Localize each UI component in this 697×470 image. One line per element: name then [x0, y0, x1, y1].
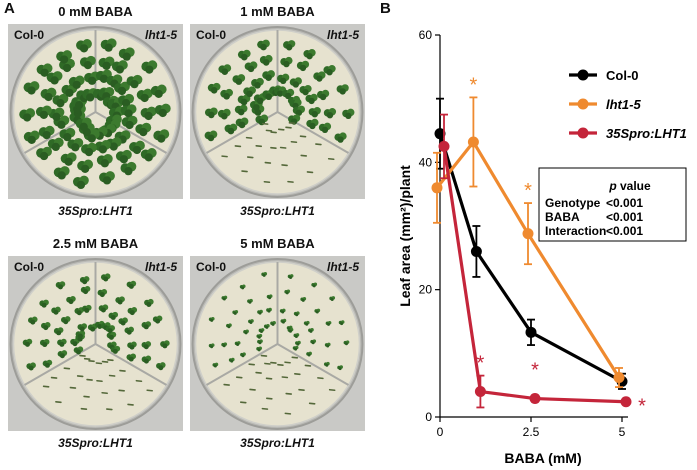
genotype-label-35spro: 35Spro:LHT1: [240, 436, 315, 450]
data-point: [438, 140, 450, 152]
data-point: [616, 375, 628, 387]
x-axis-label: BABA (mM): [504, 450, 581, 466]
legend-label: 35Spro:LHT1: [606, 126, 687, 141]
legend-item: 35Spro:LHT1: [569, 126, 687, 141]
legend-swatch-marker: [577, 98, 589, 110]
legend-swatch-marker: [577, 69, 589, 81]
panel-b-letter: B: [380, 0, 391, 17]
series-line: [435, 140, 621, 379]
data-point: [474, 386, 486, 398]
data-point: [529, 393, 541, 405]
genotype-label-35spro: 35Spro:LHT1: [58, 204, 133, 218]
significance-asterisk: *: [638, 396, 646, 418]
plate-0mm: 0 mM BABA Col-0 lht1-5 35Spro:LHT1: [8, 4, 183, 224]
genotype-label-col0: Col-0: [196, 260, 226, 274]
data-point: [470, 245, 482, 257]
petri-dish-photo: [8, 24, 183, 199]
genotype-label-col0: Col-0: [14, 28, 44, 42]
genotype-label-lht1-5: lht1-5: [144, 28, 177, 42]
genotype-label-lht1-5: lht1-5: [326, 28, 359, 42]
y-axis-label: Leaf area (mm²)/plant: [397, 165, 413, 307]
petri-dish-photo: [190, 256, 365, 431]
data-point: [467, 136, 479, 148]
legend-label: lht1-5: [606, 97, 641, 112]
plate-title: 2.5 mM BABA: [52, 236, 139, 251]
stats-term-interaction: Interaction: [545, 224, 606, 238]
legend-swatch-marker: [577, 127, 589, 139]
plate-2-5mm: 2.5 mM BABA Col-0 lht1-5 35Spro:LHT1: [8, 236, 183, 456]
series-lht1-5: **: [431, 74, 625, 388]
plate-title: 5 mM BABA: [240, 236, 315, 251]
stats-table-box: [538, 167, 687, 242]
legend-item: Col-0: [569, 68, 639, 83]
genotype-label-col0: Col-0: [14, 260, 44, 274]
y-tick-label: 60: [419, 28, 433, 42]
stats-value-interaction: <0.001: [606, 224, 643, 238]
data-point: [525, 326, 537, 338]
significance-asterisk: *: [531, 360, 539, 382]
plate-title: 0 mM BABA: [58, 4, 133, 19]
data-point: [613, 372, 625, 384]
legend-item: lht1-5: [569, 97, 641, 112]
data-point: [522, 228, 534, 240]
plate-title: 1 mM BABA: [240, 4, 315, 19]
stats-term-genotype: Genotype: [545, 196, 601, 210]
stats-term-baba: BABA: [545, 210, 580, 224]
genotype-label-35spro: 35Spro:LHT1: [240, 204, 315, 218]
plate-5mm: 5 mM BABA Col-0 lht1-5 35Spro:LHT1: [190, 236, 365, 456]
stats-header: p value: [608, 179, 651, 193]
significance-asterisk: *: [477, 353, 485, 375]
petri-dish-photo: [8, 256, 183, 431]
series-35spro-lht1: * * *: [438, 113, 646, 418]
significance-asterisk: *: [524, 180, 532, 202]
stats-table: p value Genotype <0.001 BABA <0.001 Inte…: [538, 167, 687, 242]
genotype-label-lht1-5: lht1-5: [326, 260, 359, 274]
petri-dish-photo: [190, 24, 365, 199]
stats-value-genotype: <0.001: [606, 196, 643, 210]
genotype-label-lht1-5: lht1-5: [144, 260, 177, 274]
data-point: [434, 128, 446, 140]
y-tick-label: 40: [419, 155, 433, 169]
plate-1mm: 1 mM BABA Col-0 lht1-5 35Spro:LHT1: [190, 4, 365, 224]
significance-asterisk: *: [470, 74, 478, 96]
panel-a-letter: A: [4, 0, 15, 17]
series-line: [438, 133, 623, 383]
y-tick-label: 20: [419, 283, 433, 297]
genotype-label-col0: Col-0: [196, 28, 226, 42]
x-tick-label: 2.5: [523, 425, 540, 439]
stats-value-baba: <0.001: [606, 210, 643, 224]
data-point: [620, 396, 632, 408]
genotype-label-35spro: 35Spro:LHT1: [58, 436, 133, 450]
legend-label: Col-0: [606, 68, 639, 83]
x-tick-label: 5: [619, 425, 626, 439]
series-col-0: [434, 97, 628, 390]
x-tick-label: 0: [437, 425, 444, 439]
data-point: [431, 182, 443, 194]
y-tick-label: 0: [425, 410, 432, 424]
series-line: [442, 146, 627, 404]
